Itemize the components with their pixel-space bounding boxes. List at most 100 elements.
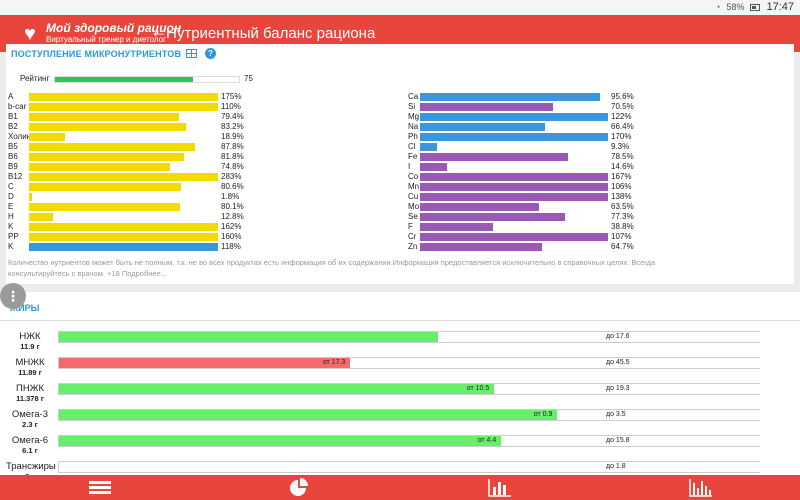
nutrient-row: Холин 18.9% <box>8 132 268 142</box>
nutrient-bar-fill <box>29 153 184 161</box>
nutrient-percent: 87.8% <box>221 142 244 151</box>
nutrient-row: Si 70.5% <box>408 102 658 112</box>
nutrient-label: Co <box>408 172 419 181</box>
nutrient-bar <box>29 103 218 111</box>
nutrient-bar-fill <box>420 213 566 221</box>
fat-row: Омега-3 2.3 г от 0.9 до 3.5 <box>0 405 800 431</box>
nutrient-label: Zn <box>408 242 418 251</box>
nutrient-bar-fill <box>29 123 187 131</box>
nutrient-bar-fill <box>420 153 568 161</box>
wifi-icon: ◔ <box>715 2 721 12</box>
table-view-icon[interactable] <box>186 49 197 58</box>
fat-amount: 11.378 г <box>16 394 44 403</box>
micronutrients-card: ПОСТУПЛЕНИЕ МИКРОНУТРИЕНТОВ ? Рейтинг 75… <box>6 44 794 284</box>
fat-bar-fill <box>59 384 495 394</box>
fat-max: до 17.6 <box>606 333 630 340</box>
nutrient-label: b-car <box>8 102 27 111</box>
fat-amount: 11.89 г <box>18 368 42 377</box>
nutrient-percent: 80.6% <box>221 182 244 191</box>
fat-max: до 1.8 <box>606 463 626 470</box>
nutrient-bar <box>420 173 608 181</box>
nutrient-percent: 80.1% <box>221 202 244 211</box>
nutrient-bar-fill <box>29 113 180 121</box>
nutrient-bar <box>420 223 608 231</box>
more-menu-button[interactable]: ⋮ <box>0 283 26 309</box>
fat-max: до 15.8 <box>606 437 630 444</box>
back-arrow-icon[interactable]: ← <box>150 21 168 41</box>
nutrient-percent: 70.5% <box>611 102 634 111</box>
nutrient-bar-fill <box>29 133 65 141</box>
nutrient-label: B5 <box>8 142 18 151</box>
nutrient-bar <box>420 183 608 191</box>
nutrient-row: I 14.6% <box>408 162 658 172</box>
nutrient-bar <box>29 233 218 241</box>
nutrient-row: Ph 170% <box>408 132 658 142</box>
nutrient-row: Mg 122% <box>408 112 658 122</box>
nutrient-bar-fill <box>29 213 54 221</box>
nutrient-bar <box>420 93 608 101</box>
nutrient-row: H 12.8% <box>8 212 268 222</box>
fat-name: Трансжиры <box>6 461 56 472</box>
nutrient-bar <box>29 163 218 171</box>
nutrient-bar-fill <box>29 243 218 251</box>
fat-bar-fill <box>59 410 558 420</box>
rating-value: 75 <box>244 74 253 83</box>
nutrient-percent: 118% <box>221 242 241 251</box>
nav-analysis-button[interactable] <box>688 477 714 498</box>
nutrient-bar <box>29 123 218 131</box>
nutrient-bar-fill <box>420 163 448 171</box>
fat-name: Омега-3 <box>11 409 49 420</box>
nutrient-bar-fill <box>29 103 218 111</box>
nutrient-bar-fill <box>420 173 608 181</box>
nutrient-bar <box>29 223 218 231</box>
nutrient-percent: 74.8% <box>221 162 244 171</box>
nutrient-bar-fill <box>420 183 608 191</box>
nutrient-label: E <box>8 202 14 211</box>
nav-list-button[interactable] <box>87 477 113 498</box>
fat-bar <box>58 383 760 395</box>
fat-bar <box>58 409 760 421</box>
nutrient-label: K <box>8 222 14 231</box>
nutrient-bar <box>420 133 608 141</box>
nutrient-row: Fe 78.5% <box>408 152 658 162</box>
nutrient-percent: 14.6% <box>611 162 634 171</box>
nutrient-percent: 83.2% <box>221 122 244 131</box>
nutrient-percent: 110% <box>221 102 241 111</box>
app-logo[interactable]: ♥ Мой здоровый рацион Виртуальный тренер… <box>24 20 181 47</box>
nutrient-row: F 38.8% <box>408 222 658 232</box>
micronutrients-title: ПОСТУПЛЕНИЕ МИКРОНУТРИЕНТОВ <box>11 49 182 59</box>
nutrient-label: B6 <box>8 152 18 161</box>
nutrient-row: Mo 63.5% <box>408 202 658 212</box>
nav-bar-chart-button[interactable] <box>487 477 513 498</box>
nutrient-bar <box>29 243 218 251</box>
nutrient-row: Ca 95.6% <box>408 92 658 102</box>
nutrient-row: Se 77.3% <box>408 212 658 222</box>
help-icon[interactable]: ? <box>205 48 216 59</box>
heart-logo-icon: ♥ <box>24 23 36 45</box>
nutrient-row: B9 74.8% <box>8 162 268 172</box>
status-bar: ◔ 58% 17:47 <box>0 0 800 15</box>
page-title: Нутриентный баланс рациона <box>166 25 376 42</box>
nutrient-label: Mn <box>408 182 420 191</box>
nutrient-percent: 107% <box>611 232 632 241</box>
nav-pie-button[interactable] <box>285 477 311 498</box>
nutrient-bar-fill <box>420 103 553 111</box>
nutrient-row: D 1.8% <box>8 192 268 202</box>
fat-amount: 11.9 г <box>20 342 40 351</box>
nutrient-label: A <box>8 92 14 101</box>
nutrient-row: K 118% <box>8 242 268 252</box>
nutrient-bar <box>420 103 608 111</box>
nutrient-row: B6 81.8% <box>8 152 268 162</box>
nutrient-bar <box>29 133 218 141</box>
nutrient-row: K 162% <box>8 222 268 232</box>
nutrient-bar-fill <box>420 233 608 241</box>
fat-name: НЖК <box>19 331 41 342</box>
nutrient-bar-fill <box>420 113 608 121</box>
disclaimer-text[interactable]: Количество нутриентов может быть не полн… <box>8 258 656 278</box>
nutrient-row: Cr 107% <box>408 232 658 242</box>
bottom-nav <box>0 475 800 500</box>
fat-min: от 10.5 <box>466 385 490 392</box>
nutrient-percent: 9.3% <box>611 142 630 151</box>
nutrient-bar-fill <box>29 143 195 151</box>
nutrient-bar <box>420 143 608 151</box>
